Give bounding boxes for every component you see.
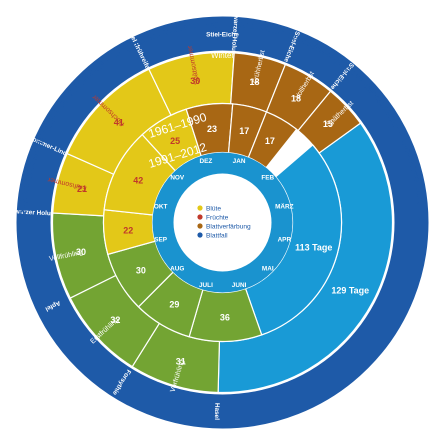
month-juni: JUNI bbox=[232, 282, 247, 289]
legend-label-1: Blüte bbox=[206, 206, 221, 213]
winter-label: Winter bbox=[211, 51, 234, 60]
fruit-icon bbox=[197, 214, 203, 220]
inner-ring-value-10: 17 bbox=[265, 136, 275, 146]
inner-ring-value-1: 113 Tage bbox=[295, 243, 332, 253]
month-dez: DEZ bbox=[200, 158, 213, 165]
month-märz: MÄRZ bbox=[275, 202, 294, 210]
outer-ring-sector-10 bbox=[297, 90, 362, 154]
inner-ring-value-2: 36 bbox=[220, 312, 230, 322]
inner-ring-value-6: 42 bbox=[133, 175, 143, 185]
outer-ring-value-8: 18 bbox=[250, 77, 260, 87]
ring-band bbox=[16, 16, 429, 429]
outer-ring-value-10: 15 bbox=[323, 119, 333, 129]
leaf-color-icon bbox=[197, 223, 203, 229]
indicator-label-winter: Stiel-Eiche bbox=[206, 32, 239, 39]
month-apr: APR bbox=[278, 237, 292, 244]
outer-ring-value-9: 18 bbox=[291, 94, 301, 104]
legend-label-4: Blattfall bbox=[206, 233, 228, 240]
inner-ring-value-9: 17 bbox=[239, 126, 249, 136]
center-disc: JAN FEB MÄRZ APR MAI JUNI JULI AUG SEP OKT NOV DEZ B… bbox=[152, 152, 294, 293]
outer-ring-value-1: 129 Tage bbox=[331, 286, 369, 296]
outer-ring-value-4: 30 bbox=[76, 247, 86, 257]
legend-label-3: Blattverfärbung bbox=[206, 224, 251, 231]
legend-disc bbox=[173, 173, 272, 272]
indicator-label-1: Hasel bbox=[213, 403, 220, 420]
month-feb: FEB bbox=[261, 175, 274, 182]
indicator-label-7: Schwarzer Holunder bbox=[229, 3, 240, 66]
season-sectors bbox=[51, 51, 394, 394]
inner-ring-value-3: 29 bbox=[169, 299, 179, 309]
indicator-label-4: Schwarzer Holunder bbox=[3, 208, 66, 218]
outer-ring-value-2: 31 bbox=[176, 356, 186, 366]
outer-ring-value-3: 32 bbox=[110, 315, 120, 325]
outer-ring-value-7: 30 bbox=[190, 76, 200, 86]
outer-ring-value-5: 21 bbox=[77, 184, 87, 194]
month-sep: SEP bbox=[154, 237, 168, 244]
month-juli: JULI bbox=[199, 282, 213, 289]
month-nov: NOV bbox=[170, 175, 185, 182]
inner-ring-value-8: 23 bbox=[207, 124, 217, 134]
month-aug: AUG bbox=[170, 265, 184, 272]
month-okt: OKT bbox=[154, 203, 168, 210]
inner-ring-value-5: 22 bbox=[123, 226, 133, 236]
flower-icon bbox=[197, 205, 203, 211]
leaf-fall-icon bbox=[197, 232, 203, 238]
inner-ring-value-7: 25 bbox=[170, 136, 180, 146]
month-mai: MAI bbox=[262, 265, 274, 272]
inner-ring-value-4: 30 bbox=[136, 266, 146, 276]
month-jan: JAN bbox=[233, 158, 246, 165]
outer-ring-value-6: 41 bbox=[114, 117, 124, 127]
legend-label-2: Früchte bbox=[206, 215, 229, 222]
